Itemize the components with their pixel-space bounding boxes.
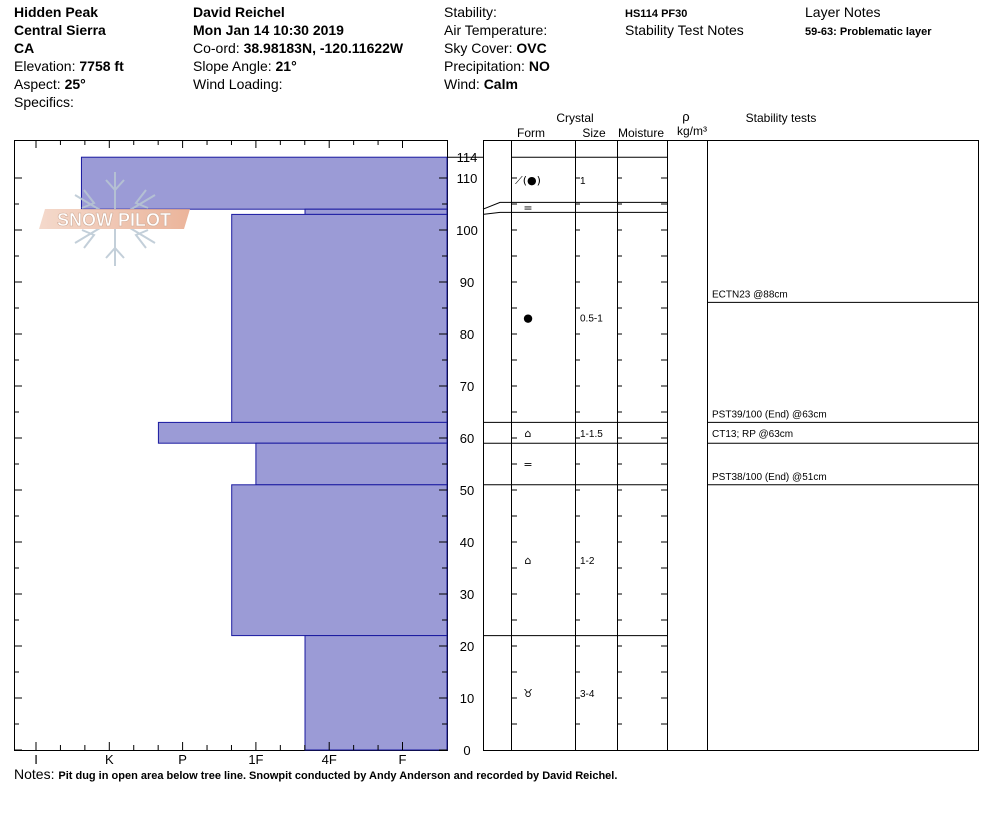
layer-note: 59-63: Problematic layer — [805, 26, 932, 38]
depth-label-50: 50 — [460, 483, 474, 498]
stability-test-2: CT13; RP @63cm — [712, 429, 793, 440]
wind-label: Wind: — [444, 76, 480, 92]
coord-label: Co-ord: — [193, 40, 240, 56]
stability-test-0: ECTN23 @88cm — [712, 289, 788, 300]
wind-value: Calm — [483, 76, 518, 92]
hardness-label-1F: 1F — [248, 752, 263, 767]
layer-bar-0 — [80, 156, 448, 210]
aspect-row: Aspect: 25° — [14, 75, 86, 93]
layer-size-3: 1-1.5 — [580, 429, 603, 440]
depth-label-60: 60 — [460, 431, 474, 446]
layer-bar-6 — [304, 635, 448, 751]
specifics-label: Specifics: — [14, 94, 74, 110]
wind-row: Wind: Calm — [444, 75, 518, 93]
depth-label-0: 0 — [463, 743, 470, 758]
range-name: Central Sierra — [14, 22, 106, 38]
layer-size-2: 0.5-1 — [580, 313, 603, 324]
precip-row: Precipitation: NO — [444, 57, 550, 75]
layer-form-5: ⌂ — [525, 554, 532, 567]
air-temp-label: Air Temperature: — [444, 22, 548, 38]
slope-value: 21° — [275, 58, 297, 74]
hs-pf-label: HS114 PF30 — [625, 8, 688, 20]
size-header: Size — [582, 126, 606, 140]
depth-label-10: 10 — [460, 691, 474, 706]
precip-label: Precipitation: — [444, 58, 525, 74]
hardness-label-F: F — [399, 752, 407, 767]
stability-test-3: PST38/100 (End) @51cm — [712, 472, 827, 483]
stability-tests-column: ECTN23 @88cm PST39/100 (End) @63cm CT13; R… — [707, 289, 978, 486]
layer-bar-1 — [304, 208, 448, 215]
notes-text: Pit dug in open area below tree line. Sn… — [58, 770, 618, 782]
slope-label: Slope Angle: — [193, 58, 272, 74]
layer-form-1: = — [523, 201, 532, 214]
connector-line — [482, 201, 511, 210]
layer-form-4: = — [523, 458, 532, 471]
stability-label: Stability: — [444, 4, 497, 20]
layer-table-frame — [483, 140, 979, 751]
layer-bar-3 — [157, 421, 448, 444]
hardness-label-I: I — [34, 752, 38, 767]
observation-datetime: Mon Jan 14 10:30 2019 — [193, 22, 344, 38]
wind-loading-label: Wind Loading: — [193, 76, 283, 92]
layer-table-grid — [482, 140, 708, 750]
sky-label: Sky Cover: — [444, 40, 513, 56]
layer-form-2: ● — [523, 311, 533, 324]
layer-form-0: ⟋(●) — [515, 174, 541, 187]
hardness-label-4F: 4F — [322, 752, 337, 767]
depth-label-20: 20 — [460, 639, 474, 654]
elevation-label: Elevation: — [14, 58, 76, 74]
layer-bar-5 — [231, 484, 448, 637]
layer-form-6: ♉ — [523, 687, 533, 700]
aspect-value: 25° — [64, 76, 86, 92]
elevation-value: 7758 ft — [79, 58, 124, 74]
precip-value: NO — [528, 58, 550, 74]
location-name: Hidden Peak — [14, 4, 99, 20]
depth-label-70: 70 — [460, 379, 474, 394]
hardness-layers — [80, 156, 448, 751]
hardness-label-K: K — [105, 752, 114, 767]
coord-row: Co-ord: 38.98183N, -120.11622W — [193, 39, 403, 57]
layer-form-3: ⌂ — [525, 427, 532, 440]
stability-test-1: PST39/100 (End) @63cm — [712, 409, 827, 420]
slope-row: Slope Angle: 21° — [193, 57, 297, 75]
form-header: Form — [517, 126, 545, 140]
stability-tests-header: Stability tests — [746, 111, 817, 125]
depth-label-80: 80 — [460, 327, 474, 342]
hardness-axis: I K P 1F 4F F — [34, 140, 407, 767]
depth-label-100: 100 — [456, 223, 478, 238]
layer-bar-4 — [255, 442, 448, 486]
rho-header: ρ — [682, 109, 689, 124]
snow-pilot-logo: SNOW PILOT — [39, 172, 190, 266]
sky-value: OVC — [516, 40, 547, 56]
state-name: CA — [14, 40, 35, 56]
logo-text: SNOW PILOT — [57, 210, 171, 230]
hardness-label-P: P — [178, 752, 187, 767]
layer-size-6: 3-4 — [580, 689, 595, 700]
connector-line — [482, 211, 511, 215]
density-unit-header: kg/m³ — [677, 124, 707, 138]
notes-label: Notes: — [14, 766, 55, 782]
layer-bar-2 — [231, 213, 448, 423]
elevation-row: Elevation: 7758 ft — [14, 57, 124, 75]
depth-label-110: 110 — [457, 171, 478, 186]
layer-table-cells: ⟋(●) 1 = ● 0.5-1 ⌂ 1-1.5 = ⌂ 1-2 ♉ 3-4 — [515, 174, 603, 700]
layer-notes-label: Layer Notes — [805, 4, 881, 20]
aspect-label: Aspect: — [14, 76, 61, 92]
observer-name: David Reichel — [193, 4, 285, 20]
depth-label-90: 90 — [460, 275, 474, 290]
sky-row: Sky Cover: OVC — [444, 39, 547, 57]
layer-size-0: 1 — [580, 176, 586, 187]
layer-size-5: 1-2 — [580, 556, 595, 567]
crystal-header: Crystal — [556, 111, 593, 125]
depth-label-30: 30 — [460, 587, 474, 602]
depth-label-total: 114 — [457, 150, 478, 165]
stability-notes-label: Stability Test Notes — [625, 22, 744, 38]
moisture-header: Moisture — [618, 126, 664, 140]
depth-axis: 0 10 20 30 40 50 60 70 80 90 100 110 114 — [14, 150, 483, 758]
coord-value: 38.98183N, -120.11622W — [243, 40, 404, 56]
notes-row: Notes: Pit dug in open area below tree l… — [14, 766, 617, 782]
depth-label-40: 40 — [460, 535, 474, 550]
